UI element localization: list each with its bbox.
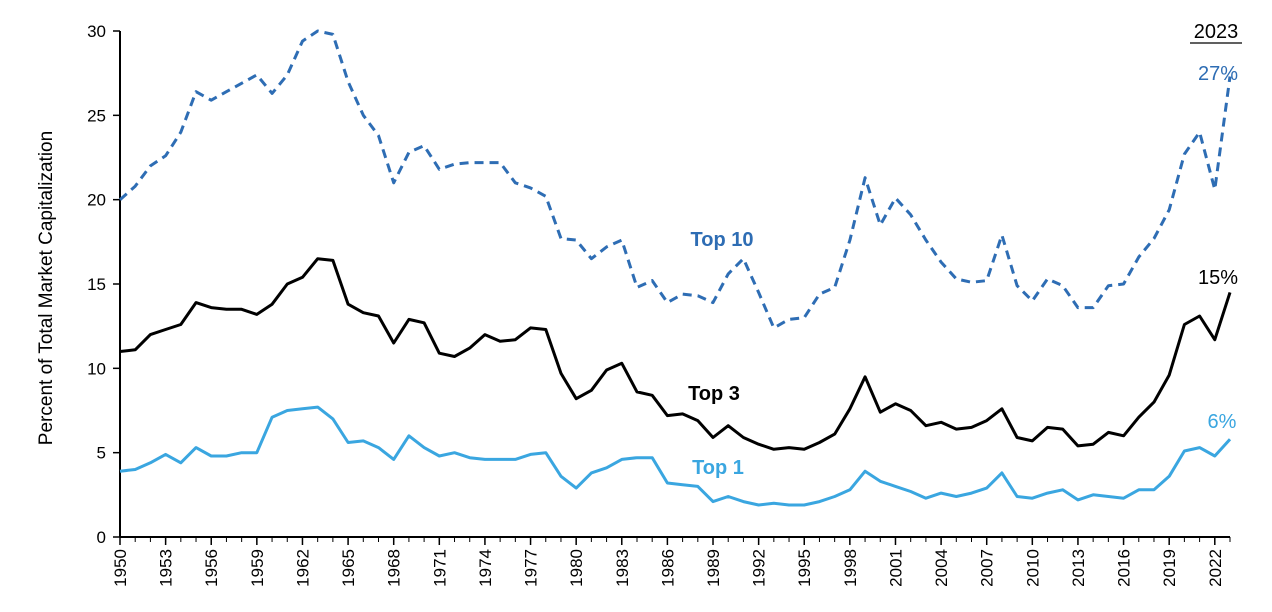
x-tick-label: 1986 <box>658 549 677 587</box>
x-tick-label: 2013 <box>1069 549 1088 587</box>
x-tick-label: 1953 <box>157 549 176 587</box>
x-tick-label: 1959 <box>248 549 267 587</box>
x-tick-label: 1962 <box>293 549 312 587</box>
end-value-label-top-3: 15% <box>1198 267 1238 289</box>
x-tick-label: 2007 <box>978 549 997 587</box>
x-tick-label: 1965 <box>339 549 358 587</box>
y-tick-label: 5 <box>97 444 106 463</box>
series-line-top-10 <box>119 29 1232 330</box>
y-tick-label: 20 <box>87 191 106 210</box>
series-line-top-1 <box>119 405 1232 507</box>
y-tick-label: 10 <box>87 359 106 378</box>
end-value-label-top-10: 27% <box>1198 63 1238 85</box>
y-tick-label: 25 <box>87 106 106 125</box>
end-year-label: 2023 <box>1194 21 1239 43</box>
x-tick-label: 1992 <box>750 549 769 587</box>
x-tick-label: 1980 <box>567 549 586 587</box>
x-tick-label: 2019 <box>1160 549 1179 587</box>
y-tick-label: 15 <box>87 275 106 294</box>
x-tick-label: 2010 <box>1023 549 1042 587</box>
y-tick-label: 30 <box>87 22 106 41</box>
series-label-top-10: Top 10 <box>691 229 754 251</box>
x-tick-label: 2001 <box>886 549 905 587</box>
x-tick-label: 1998 <box>841 549 860 587</box>
series-label-top-1: Top 1 <box>692 457 744 479</box>
x-tick-label: 2004 <box>932 549 951 587</box>
series-layer <box>119 29 1232 507</box>
x-axis: 1950 1953 1956 1959 1962 1965 1968 1971 1974 1977… <box>111 536 1231 587</box>
series-label-top-3: Top 3 <box>688 383 740 405</box>
x-tick-label: 2022 <box>1206 549 1225 587</box>
x-tick-label: 1968 <box>385 549 404 587</box>
y-tick-label: 0 <box>97 528 106 547</box>
y-axis: 0 5 10 15 20 25 30 <box>87 22 121 547</box>
x-tick-label: 1974 <box>476 549 495 587</box>
x-tick-label: 1956 <box>202 549 221 587</box>
x-tick-label: 1989 <box>704 549 723 587</box>
series-line-top-3 <box>119 257 1232 451</box>
x-tick-label: 1983 <box>613 549 632 587</box>
y-axis-label: Percent of Total Market Capitalization <box>36 131 57 445</box>
x-tick-label: 1977 <box>522 549 541 587</box>
x-tick-label: 1971 <box>430 549 449 587</box>
x-tick-label: 1950 <box>111 549 130 587</box>
end-value-label-top-1: 6% <box>1208 411 1237 433</box>
x-tick-label: 2016 <box>1115 549 1134 587</box>
x-tick-label: 1995 <box>795 549 814 587</box>
